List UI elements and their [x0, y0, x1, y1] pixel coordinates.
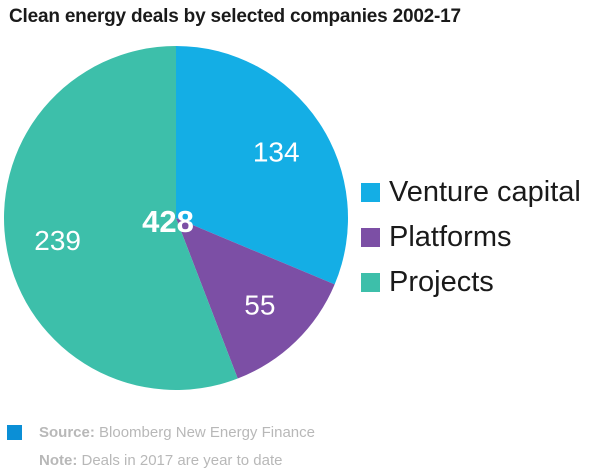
pie-slice-projects: [4, 46, 238, 390]
pie-slice-platforms: [176, 218, 335, 379]
legend-swatch: [361, 273, 380, 292]
pie-value-labels: 134 55 239: [34, 136, 299, 320]
chart-legend: Venture capital Platforms Projects: [361, 170, 581, 305]
pie-slices: [4, 46, 348, 390]
source-text: Bloomberg New Energy Finance: [94, 424, 315, 441]
source-note: Source: Bloomberg New Energy Finance: [39, 424, 315, 441]
note-key: Note:: [39, 452, 78, 469]
legend-label: Projects: [389, 266, 494, 298]
pie-total-label: 428: [142, 204, 194, 239]
slice-value-label: 134: [253, 136, 300, 167]
brand-square-icon: [7, 425, 22, 440]
legend-swatch: [361, 228, 380, 247]
slice-value-label: 239: [34, 225, 81, 256]
legend-label: Venture capital: [389, 176, 581, 208]
source-key: Source:: [39, 424, 95, 441]
note-text: Deals in 2017 are year to date: [77, 452, 283, 469]
slice-value-label: 55: [244, 289, 275, 320]
legend-item-platforms: Platforms: [361, 215, 581, 260]
deals-note: Note: Deals in 2017 are year to date: [39, 452, 282, 469]
pie-slice-venture-capital: [176, 46, 348, 285]
legend-label: Platforms: [389, 221, 512, 253]
legend-swatch: [361, 183, 380, 202]
legend-item-venture-capital: Venture capital: [361, 170, 581, 215]
chart-title: Clean energy deals by selected companies…: [9, 6, 461, 27]
legend-item-projects: Projects: [361, 260, 581, 305]
